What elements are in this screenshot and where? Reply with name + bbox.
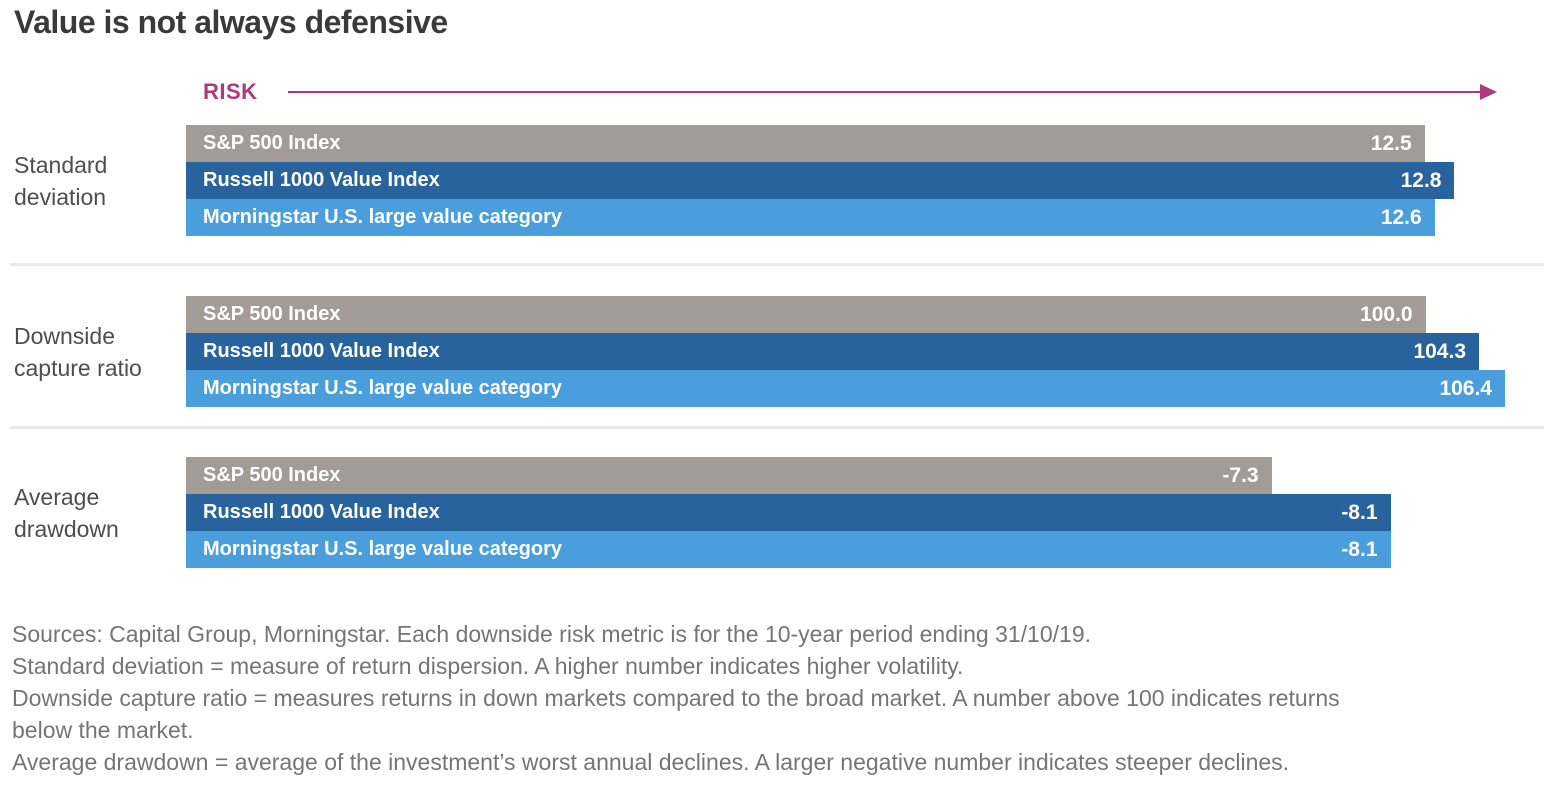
metric-label: Standard deviation (14, 151, 108, 210)
source-note-line: Sources: Capital Group, Morningstar. Eac… (12, 621, 1092, 647)
metric-label: Downside capture ratio (14, 322, 142, 381)
metric-group-downside-capture-ratio: Downside capture ratio S&P 500 Index 100… (0, 296, 1554, 407)
risk-axis-label: RISK (203, 79, 258, 104)
source-note-line: Average drawdown = average of the invest… (12, 749, 1290, 775)
bar-series-label: S&P 500 Index (203, 464, 341, 486)
page-title: Value is not always defensive (14, 4, 448, 40)
bar-value: -7.3 (1222, 463, 1259, 487)
bar-series-label: Russell 1000 Value Index (203, 501, 440, 523)
bar-value: -8.1 (1341, 537, 1378, 561)
metric-label: Average drawdown (14, 483, 119, 542)
bar-track: S&P 500 Index 12.5 Russell 1000 Value In… (186, 125, 1505, 236)
metric-group-standard-deviation: Standard deviation S&P 500 Index 12.5 Ru… (0, 125, 1554, 236)
bar-value: 12.8 (1400, 168, 1442, 192)
bar-value: -8.1 (1341, 500, 1378, 524)
bar-series-label: S&P 500 Index (203, 303, 341, 325)
bar-russell-1000-value: Russell 1000 Value Index 12.8 (186, 162, 1455, 199)
bar-value: 12.5 (1370, 131, 1412, 155)
bar-series-label: Russell 1000 Value Index (203, 340, 440, 362)
bar-series-label: Morningstar U.S. large value category (203, 538, 562, 560)
source-note-line: below the market. (12, 717, 194, 743)
risk-arrow-icon (287, 84, 1498, 100)
bar-sp500: S&P 500 Index -7.3 (186, 457, 1272, 494)
bar-series-label: Morningstar U.S. large value category (203, 206, 562, 228)
group-divider (10, 426, 1544, 429)
bar-morningstar-large-value: Morningstar U.S. large value category -8… (186, 531, 1391, 568)
source-note-line: Downside capture ratio = measures return… (12, 685, 1340, 711)
bar-morningstar-large-value: Morningstar U.S. large value category 10… (186, 370, 1505, 407)
risk-axis: RISK (203, 78, 1498, 106)
metric-group-average-drawdown: Average drawdown S&P 500 Index -7.3 Russ… (0, 457, 1554, 568)
bar-russell-1000-value: Russell 1000 Value Index -8.1 (186, 494, 1391, 531)
group-divider (10, 263, 1544, 266)
bar-series-label: S&P 500 Index (203, 132, 341, 154)
bar-series-label: Morningstar U.S. large value category (203, 377, 562, 399)
source-note-line: Standard deviation = measure of return d… (12, 653, 964, 679)
bar-value: 104.3 (1413, 339, 1467, 363)
bar-value: 106.4 (1439, 376, 1492, 400)
bar-morningstar-large-value: Morningstar U.S. large value category 12… (186, 199, 1435, 236)
bar-track: S&P 500 Index -7.3 Russell 1000 Value In… (186, 457, 1505, 568)
bar-series-label: Russell 1000 Value Index (203, 169, 440, 191)
bar-track: S&P 500 Index 100.0 Russell 1000 Value I… (186, 296, 1505, 407)
bar-value: 12.6 (1380, 205, 1422, 229)
bar-sp500: S&P 500 Index 12.5 (186, 125, 1425, 162)
bar-russell-1000-value: Russell 1000 Value Index 104.3 (186, 333, 1480, 370)
source-notes: Sources: Capital Group, Morningstar. Eac… (12, 618, 1544, 778)
bar-value: 100.0 (1360, 302, 1413, 326)
bar-sp500: S&P 500 Index 100.0 (186, 296, 1426, 333)
